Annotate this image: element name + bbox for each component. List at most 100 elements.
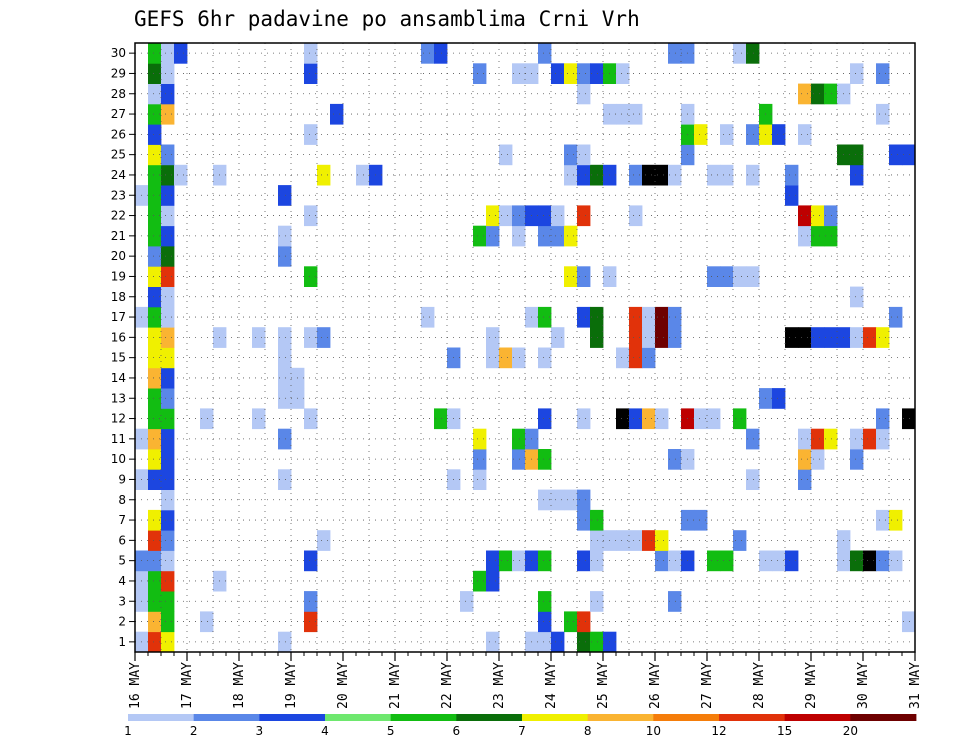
heatmap-cell — [642, 306, 656, 328]
heatmap-cell — [798, 225, 812, 247]
heatmap-cell — [486, 347, 500, 369]
heatmap-cell — [148, 631, 162, 653]
heatmap-cell — [876, 550, 890, 572]
heatmap-cell — [577, 205, 591, 227]
heatmap-cell — [707, 164, 721, 186]
colorbar-swatch — [128, 714, 195, 721]
heatmap-cell — [148, 63, 162, 84]
heatmap-cell — [161, 83, 175, 105]
y-tick-label: 27 — [111, 107, 126, 121]
heatmap-cell — [785, 327, 799, 348]
heatmap-cell — [252, 408, 266, 430]
colorbar-label: 3 — [256, 724, 264, 738]
heatmap-cell — [590, 530, 604, 551]
heatmap-cell — [499, 347, 513, 369]
heatmap-cell — [148, 43, 162, 64]
heatmap-cell — [161, 43, 175, 64]
heatmap-cell — [850, 327, 864, 348]
x-tick-label: 21 MAY — [388, 662, 403, 709]
heatmap-cell — [161, 570, 175, 592]
colorbar-label: 10 — [646, 724, 661, 738]
colorbar-label: 15 — [777, 724, 792, 738]
colorbar-label: 7 — [518, 724, 526, 738]
colorbar-swatch — [325, 714, 392, 721]
heatmap-cell — [551, 631, 565, 653]
x-tick-label: 22 MAY — [440, 662, 455, 709]
heatmap-cell — [434, 408, 448, 430]
heatmap-cell — [785, 185, 799, 206]
heatmap-cell — [876, 63, 890, 84]
heatmap-cell — [564, 144, 578, 166]
heatmap-cell — [421, 306, 435, 328]
heatmap-cell — [746, 124, 760, 145]
heatmap-cell — [330, 103, 344, 125]
heatmap-cell — [473, 570, 487, 592]
heatmap-cell — [161, 327, 175, 348]
colorbar-label: 12 — [711, 724, 726, 738]
heatmap-cell — [148, 428, 162, 450]
heatmap-cell — [746, 428, 760, 450]
heatmap-cell — [161, 225, 175, 247]
heatmap-cell — [694, 408, 708, 430]
heatmap-cell — [551, 225, 565, 247]
heatmap-cell — [161, 611, 175, 633]
heatmap-cell — [278, 469, 292, 490]
y-tick-label: 11 — [111, 432, 126, 446]
heatmap-cell — [616, 63, 630, 84]
x-tick-label: 20 MAY — [336, 662, 351, 709]
colorbar-swatch — [653, 714, 720, 721]
heatmap-cell — [798, 83, 812, 105]
heatmap-cell — [577, 611, 591, 633]
heatmap-cell — [499, 550, 513, 572]
heatmap-cell — [655, 550, 669, 572]
heatmap-cell — [551, 489, 565, 511]
heatmap-cell — [889, 306, 903, 328]
heatmap-cell — [746, 43, 760, 64]
heatmap-cell — [499, 144, 513, 166]
heatmap-cell — [538, 489, 552, 511]
heatmap-cell — [148, 509, 162, 531]
x-tick-label: 24 MAY — [544, 662, 559, 709]
heatmap-cell — [356, 164, 370, 186]
y-tick-label: 20 — [111, 249, 126, 263]
heatmap-cell — [564, 63, 578, 84]
heatmap-cell — [278, 367, 292, 389]
heatmap-cell — [707, 550, 721, 572]
heatmap-cell — [668, 327, 682, 348]
heatmap-cell — [577, 408, 591, 430]
heatmap-cell — [174, 43, 188, 64]
heatmap-cell — [148, 570, 162, 592]
heatmap-cell — [668, 306, 682, 328]
heatmap-cell — [161, 388, 175, 409]
heatmap-cell — [161, 185, 175, 206]
heatmap-cell — [772, 124, 786, 145]
heatmap-cell — [278, 327, 292, 348]
heatmap-cell — [720, 164, 734, 186]
heatmap-cell — [811, 428, 825, 450]
heatmap-cell — [798, 124, 812, 145]
x-tick-label: 28 MAY — [752, 662, 767, 709]
heatmap-cell — [486, 550, 500, 572]
heatmap-cell — [668, 550, 682, 572]
heatmap-cell — [616, 530, 630, 551]
heatmap-cell — [538, 449, 552, 470]
y-tick-label: 10 — [111, 452, 126, 466]
heatmap-cell — [642, 347, 656, 369]
heatmap-cell — [148, 347, 162, 369]
heatmap-cell — [850, 144, 864, 166]
y-tick-label: 12 — [111, 412, 126, 426]
x-tick-label: 31 MAY — [908, 662, 923, 709]
heatmap-cell — [811, 449, 825, 470]
heatmap-cell — [278, 246, 292, 267]
heatmap-cell — [317, 530, 331, 551]
heatmap-cell — [252, 327, 266, 348]
heatmap-cell — [733, 530, 747, 551]
heatmap-cell — [304, 63, 318, 84]
heatmap-cell — [304, 124, 318, 145]
y-tick-label: 25 — [111, 148, 126, 162]
heatmap-cell — [707, 266, 721, 287]
heatmap-cell — [824, 225, 838, 247]
heatmap-cell — [577, 83, 591, 105]
heatmap-cell — [824, 83, 838, 105]
